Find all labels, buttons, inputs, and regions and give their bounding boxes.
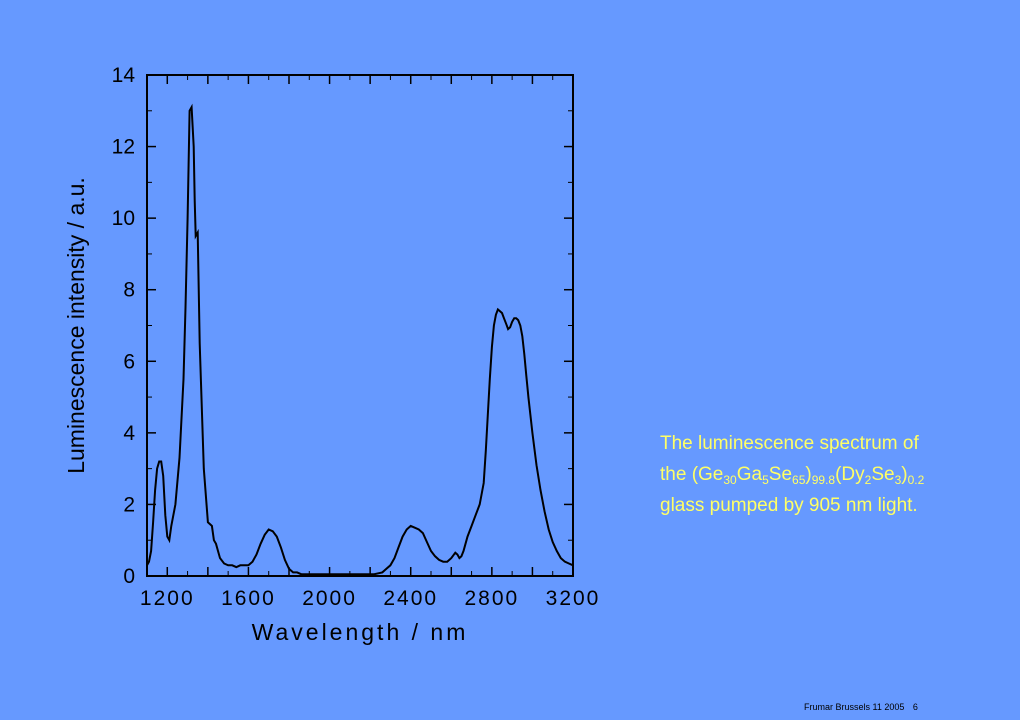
dy-subscript: 2 — [864, 473, 872, 487]
se-subscript: 65 — [792, 473, 806, 487]
x-axis-title: Wavelength / nm — [252, 619, 469, 645]
host-subscript: 99.8 — [811, 473, 836, 487]
luminescence-series-line — [146, 103, 574, 576]
footer-text: Frumar Brussels 11 2005 — [804, 702, 905, 712]
caption-line-1: The luminescence spectrum of — [660, 433, 919, 454]
y-tick-label: 14 — [112, 64, 136, 87]
y-tick-label: 6 — [123, 350, 135, 373]
y-tick-label: 2 — [123, 493, 135, 516]
x-tick-label: 3200 — [546, 587, 601, 610]
ga-subscript: 5 — [762, 473, 769, 487]
y-axis-title: Luminescence intensity / a.u. — [63, 177, 89, 474]
se2-subscript: 3 — [894, 473, 902, 487]
plot-area-border — [146, 74, 574, 577]
x-tick-label: 2800 — [464, 587, 519, 610]
caption-line-3: glass pumped by 905 nm light. — [660, 495, 918, 516]
caption-dy: (Dy — [835, 464, 865, 485]
caption-se2: Se — [871, 464, 895, 485]
caption-paren-close-2: ) — [901, 464, 908, 485]
x-tick-label: 1600 — [221, 587, 276, 610]
y-tick-label: 10 — [112, 207, 135, 230]
caption-formula-start: the (Ge — [660, 464, 724, 485]
y-tick-label: 4 — [123, 422, 135, 445]
y-tick-label: 12 — [112, 136, 135, 159]
y-tick-label: 8 — [123, 279, 135, 302]
figure-caption: The luminescence spectrum of the (Ge30Ga… — [660, 428, 1010, 521]
caption-line-2: the (Ge30Ga5Se65)99.8(Dy2Se3)0.2 — [660, 459, 1010, 490]
caption-paren-close: ) — [805, 464, 812, 485]
x-tick-label: 2400 — [383, 587, 438, 610]
ge-subscript: 30 — [723, 473, 737, 487]
slide-footer: Frumar Brussels 11 2005 6 — [804, 702, 924, 712]
x-tick-label: 1200 — [140, 587, 195, 610]
page-number: 6 — [912, 702, 918, 712]
caption-ga: Ga — [736, 464, 763, 485]
x-tick-label: 2000 — [302, 587, 357, 610]
caption-se: Se — [768, 464, 793, 485]
dopant-subscript: 0.2 — [907, 473, 925, 487]
y-tick-label: 0 — [123, 565, 135, 588]
